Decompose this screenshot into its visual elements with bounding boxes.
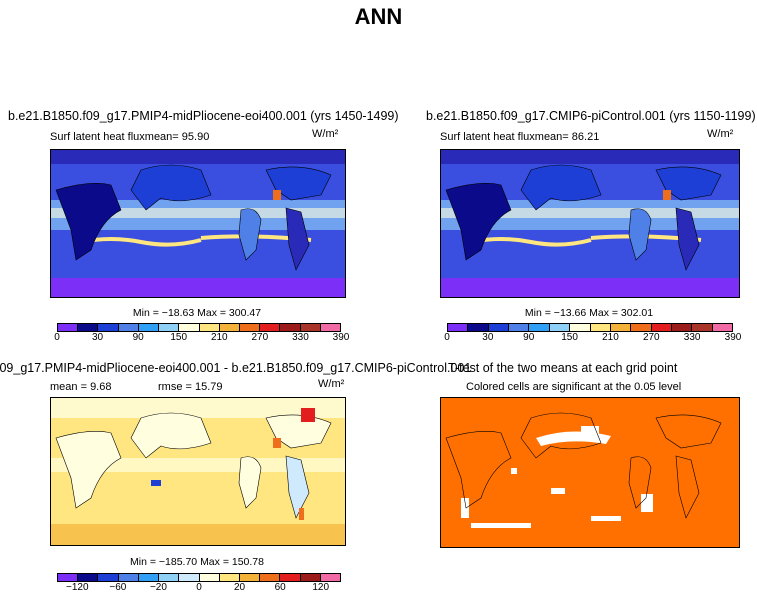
colorbar-swatch <box>448 324 469 331</box>
page-title: ANN <box>354 4 403 29</box>
colorbar-tick-label: 210 <box>602 332 619 343</box>
colorbar-swatch <box>468 324 489 331</box>
panel1-units: W/m² <box>312 128 339 140</box>
colorbar-swatch <box>280 324 301 331</box>
panel2-variable-mean: Surf latent heat fluxmean= 86.21 <box>440 131 600 143</box>
colorbar-tick-label: 30 <box>482 332 494 343</box>
colorbar-swatch <box>712 324 733 331</box>
colorbar-tick-label: 270 <box>642 332 660 343</box>
colorbar-tick-label: 90 <box>523 332 535 343</box>
colorbar-swatch <box>610 324 632 331</box>
colorbar-swatch <box>320 324 341 331</box>
panel1-map <box>50 149 346 298</box>
panel2-colorbar: 0 30 90 150 210 270 330 390 <box>444 323 741 344</box>
panel3-mean: mean = 9.68 <box>50 381 112 393</box>
colorbar-swatch <box>199 574 220 581</box>
panel1-colorbar: 0 30 90 150 210 270 330 390 <box>54 323 349 344</box>
colorbar-swatch <box>58 324 79 331</box>
colorbar-swatch <box>570 324 591 331</box>
panel2-title: b.e21.B1850.f09_g17.CMIP6-piControl.001 … <box>426 109 756 123</box>
colorbar-tick-label: 90 <box>132 332 144 343</box>
colorbar-tick-label: 270 <box>251 332 269 343</box>
panel4-title: T-test of the two means at each grid poi… <box>448 361 678 375</box>
colorbar-swatch <box>58 574 79 581</box>
colorbar-swatch <box>280 574 301 581</box>
colorbar-tick-label: 390 <box>724 332 742 343</box>
colorbar-swatch <box>159 574 180 581</box>
colorbar-swatch <box>219 324 240 331</box>
panel1-minmax: Min = −18.63 Max = 300.47 <box>132 307 262 319</box>
colorbar-tick-label: 0 <box>444 332 450 343</box>
colorbar-swatch <box>651 324 672 331</box>
colorbar-swatch <box>549 324 571 331</box>
colorbar-swatch <box>260 324 281 331</box>
panel3-rmse: rmse = 15.79 <box>158 381 223 393</box>
panel3-colorbar: −120 −60 −20 0 20 60 120 <box>57 573 341 594</box>
panel3-minmax: Min = −185.70 Max = 150.78 <box>130 556 264 568</box>
colorbar-swatch <box>78 324 99 331</box>
colorbar-swatch <box>179 574 200 581</box>
colorbar-tick-label: 150 <box>561 332 578 343</box>
colorbar-swatch <box>320 574 341 581</box>
colorbar-tick-label: −120 <box>66 582 89 593</box>
colorbar-swatch <box>159 324 180 331</box>
colorbar-swatch <box>138 574 160 581</box>
colorbar-swatch <box>98 574 119 581</box>
colorbar-tick-label: 30 <box>92 332 104 343</box>
panel3-map <box>50 397 346 546</box>
colorbar-swatch <box>118 324 139 331</box>
colorbar-swatch <box>199 324 220 331</box>
colorbar-swatch <box>239 574 261 581</box>
colorbar-tick-label: 330 <box>292 332 309 343</box>
colorbar-swatch <box>78 574 99 581</box>
colorbar-swatch <box>300 324 321 331</box>
colorbar-swatch <box>98 324 119 331</box>
colorbar-tick-label: 390 <box>332 332 350 343</box>
colorbar-tick-label: 0 <box>196 582 202 593</box>
panel4-map <box>440 397 740 548</box>
colorbar-swatch <box>509 324 530 331</box>
colorbar-swatch <box>260 574 281 581</box>
colorbar-tick-label: 120 <box>312 582 330 593</box>
panel4-subtitle: Colored cells are significant at the 0.0… <box>466 381 682 393</box>
panel2-map <box>440 149 740 298</box>
colorbar-tick-label: −60 <box>109 582 127 593</box>
panel3-units: W/m² <box>318 378 345 390</box>
panel2-minmax: Min = −13.66 Max = 302.01 <box>524 307 654 319</box>
colorbar-swatch <box>671 324 693 331</box>
panel3-title: f09_g17.PMIP4-midPliocene-eoi400.001 - b… <box>0 361 472 375</box>
panel1-variable-mean: Surf latent heat fluxmean= 95.90 <box>50 131 210 143</box>
colorbar-tick-label: 0 <box>54 332 60 343</box>
colorbar-swatch <box>219 574 240 581</box>
colorbar-swatch <box>631 324 652 331</box>
colorbar-swatch <box>488 324 510 331</box>
colorbar-swatch <box>179 324 200 331</box>
colorbar-swatch <box>239 324 261 331</box>
colorbar-swatch <box>118 574 139 581</box>
colorbar-swatch <box>529 324 550 331</box>
colorbar-swatch <box>138 324 160 331</box>
colorbar-tick-label: 20 <box>234 582 246 593</box>
colorbar-swatch <box>590 324 611 331</box>
colorbar-swatch <box>692 324 713 331</box>
colorbar-tick-label: 210 <box>210 332 228 343</box>
colorbar-tick-label: −20 <box>149 582 167 593</box>
colorbar-tick-label: 330 <box>683 332 701 343</box>
colorbar-tick-label: 60 <box>274 582 286 593</box>
colorbar-swatch <box>300 574 321 581</box>
panel2-units: W/m² <box>707 128 734 140</box>
panel1-title: b.e21.B1850.f09_g17.PMIP4-midPliocene-eo… <box>8 109 399 123</box>
colorbar-tick-label: 150 <box>170 332 188 343</box>
